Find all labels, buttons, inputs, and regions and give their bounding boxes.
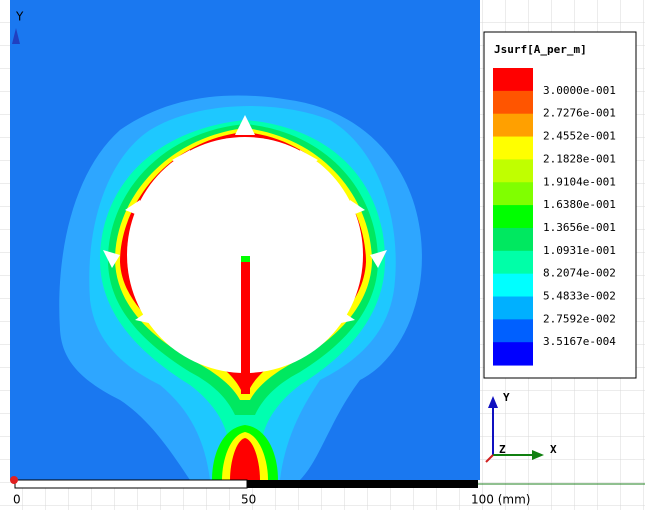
scale-label: 100 (mm) bbox=[471, 493, 530, 507]
legend-label: 2.7592e-002 bbox=[543, 312, 616, 325]
legend-title: Jsurf[A_per_m] bbox=[494, 43, 587, 56]
legend-label: 1.3656e-001 bbox=[543, 221, 616, 234]
scale-label: 50 bbox=[241, 493, 256, 507]
legend-swatch bbox=[493, 136, 533, 160]
legend: Jsurf[A_per_m] 3.0000e-001 2.7276e-001 2.4… bbox=[483, 31, 637, 379]
legend-swatch bbox=[493, 319, 533, 343]
legend-swatch bbox=[493, 273, 533, 297]
legend-swatch bbox=[493, 159, 533, 183]
legend-label: 8.2074e-002 bbox=[543, 267, 616, 280]
legend-label: 2.7276e-001 bbox=[543, 107, 616, 120]
legend-swatch bbox=[493, 227, 533, 252]
scale-label: 0 bbox=[13, 493, 21, 507]
field-plot: Y bbox=[10, 0, 480, 481]
legend-swatch bbox=[493, 205, 533, 229]
legend-swatch bbox=[493, 182, 533, 206]
triad-x-label: X bbox=[550, 443, 557, 456]
scale-bar bbox=[10, 476, 645, 489]
scale-labels: 0 50 100 (mm) bbox=[13, 493, 530, 507]
triad-z-label: Z bbox=[499, 443, 506, 456]
legend-label: 2.4552e-001 bbox=[543, 130, 616, 143]
legend-label: 1.6380e-001 bbox=[543, 198, 616, 211]
legend-swatch bbox=[493, 113, 533, 138]
legend-label: 2.1828e-001 bbox=[543, 152, 616, 165]
legend-swatch bbox=[493, 342, 533, 366]
legend-label: 3.5167e-004 bbox=[543, 335, 616, 348]
legend-label: 3.0000e-001 bbox=[543, 84, 616, 97]
plot-axis-label: Y bbox=[15, 10, 24, 24]
legend-swatch bbox=[493, 90, 533, 115]
legend-label: 1.0931e-001 bbox=[543, 244, 616, 257]
triad-y-label: Y bbox=[503, 391, 510, 404]
legend-label: 1.9104e-001 bbox=[543, 175, 616, 188]
legend-label: 5.4833e-002 bbox=[543, 290, 616, 303]
legend-swatch bbox=[493, 296, 533, 320]
legend-swatch bbox=[493, 68, 533, 92]
axis-triad: Y X Z bbox=[485, 391, 557, 463]
legend-swatch bbox=[493, 250, 533, 275]
